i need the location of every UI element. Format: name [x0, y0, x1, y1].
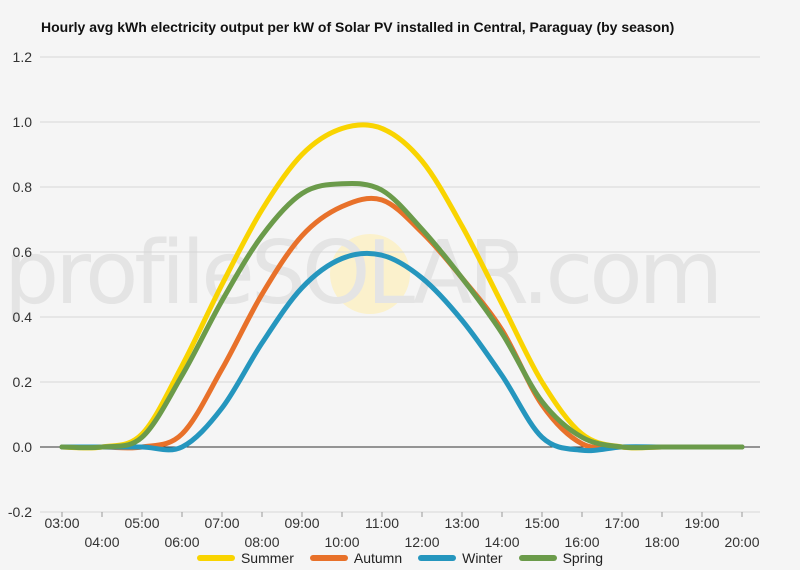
x-tick-label: 03:00: [44, 515, 79, 531]
series-line-winter: [59, 250, 745, 454]
y-tick-label: 0.6: [13, 244, 33, 260]
legend-label: Summer: [240, 550, 294, 566]
x-tick-label: 16:00: [564, 534, 599, 550]
x-tick-label: 05:00: [124, 515, 159, 531]
legend-item-autumn[interactable]: Autumn: [309, 549, 403, 567]
series-line-spring: [59, 180, 745, 451]
chart-title: Hourly avg kWh electricity output per kW…: [41, 19, 675, 35]
x-tick-label: 10:00: [324, 534, 359, 550]
legend-swatch: [518, 555, 557, 561]
y-tick-label: 0.8: [13, 179, 33, 195]
legend-swatch: [418, 555, 457, 561]
grid-lines: [40, 56, 760, 513]
x-tick-label: 07:00: [204, 515, 239, 531]
x-tick-label: 18:00: [644, 534, 679, 550]
x-tick-label: 14:00: [484, 534, 519, 550]
legend-item-spring[interactable]: Spring: [518, 549, 604, 567]
x-tick-label: 08:00: [244, 534, 279, 550]
y-tick-label: 0.4: [13, 309, 33, 325]
x-axis-ticks: 03:00 04:00 05:00 06:00 07:00 08:00 09:00 10:00…: [44, 512, 760, 550]
legend-label: Winter: [462, 550, 503, 566]
legend-label: Spring: [562, 550, 604, 566]
legend-swatch: [196, 555, 235, 561]
series-lines: [59, 122, 745, 454]
legend-item-winter[interactable]: Winter: [418, 549, 503, 567]
y-tick-label: -0.2: [8, 504, 32, 520]
x-tick-label: 20:00: [724, 534, 759, 550]
x-tick-label: 06:00: [164, 534, 199, 550]
x-tick-label: 15:00: [524, 515, 559, 531]
x-tick-label: 13:00: [444, 515, 479, 531]
series-line-summer: [59, 122, 745, 451]
x-tick-label: 17:00: [604, 515, 639, 531]
x-tick-label: 19:00: [684, 515, 719, 531]
legend-swatch: [309, 555, 348, 561]
x-tick-label: 11:00: [365, 515, 399, 531]
legend: Summer Autumn Winter Spring: [0, 549, 800, 567]
y-tick-label: 0.0: [13, 439, 33, 455]
x-tick-label: 09:00: [284, 515, 319, 531]
y-tick-label: 0.2: [13, 374, 33, 390]
x-tick-label: 12:00: [404, 534, 439, 550]
y-axis-ticks: -0.2 0.0 0.2 0.4 0.6 0.8 1.0 1.2: [8, 49, 32, 520]
y-tick-label: 1.2: [13, 49, 33, 65]
x-tick-label: 04:00: [84, 534, 119, 550]
legend-label: Autumn: [353, 550, 403, 566]
legend-item-summer[interactable]: Summer: [196, 549, 294, 567]
y-tick-label: 1.0: [13, 114, 33, 130]
